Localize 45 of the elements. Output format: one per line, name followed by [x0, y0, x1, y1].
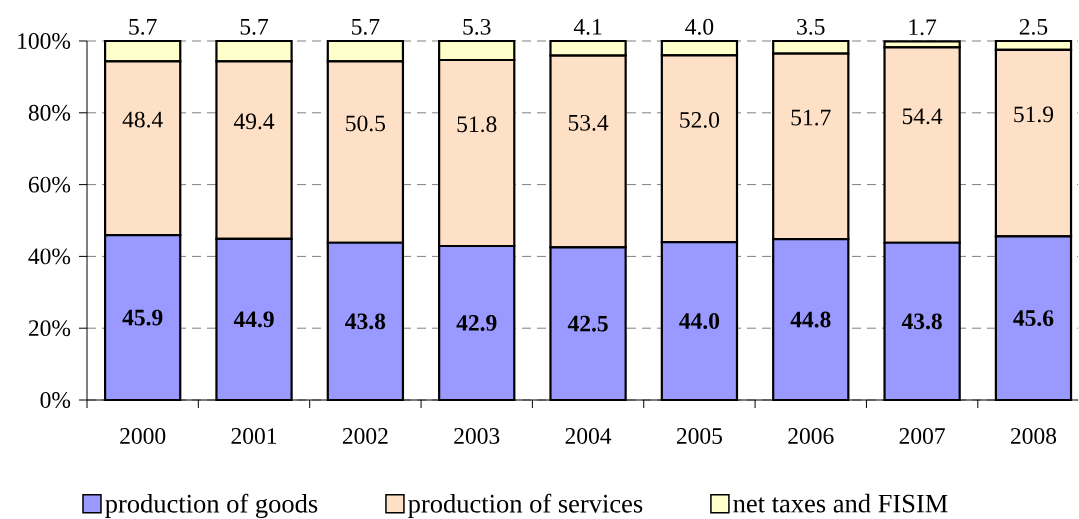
data-label: 5.7: [352, 19, 380, 35]
y-tick-label: 100%: [18, 33, 71, 49]
data-label: 51.9: [1014, 106, 1054, 123]
legend-label: net taxes and FISIM: [733, 493, 948, 513]
data-label: 44.9: [233, 311, 274, 328]
x-tick-label: 2006: [788, 428, 834, 444]
data-label: 53.4: [568, 114, 609, 131]
data-label: 52.0: [680, 112, 720, 128]
data-label: 45.6: [1013, 310, 1054, 327]
data-label: 51.7: [791, 109, 831, 126]
legend-label: production of goods: [105, 493, 318, 519]
data-label: 48.4: [122, 111, 163, 128]
y-tick-label: 60%: [28, 176, 71, 193]
x-tick-label: 2002: [342, 428, 388, 444]
data-label: 4.1: [573, 18, 602, 35]
data-label: 51.8: [457, 116, 497, 133]
legend-label: production of services: [408, 493, 643, 519]
data-label: 1.7: [909, 19, 937, 36]
data-label: 5.7: [129, 19, 157, 35]
data-label: 44.8: [790, 311, 831, 328]
x-tick-label: 2007: [899, 428, 945, 444]
data-label: 45.9: [122, 309, 163, 326]
data-label: 2.5: [1019, 18, 1048, 35]
data-label: 50.5: [346, 115, 386, 132]
data-label: 42.5: [567, 315, 608, 332]
data-label: 43.8: [901, 313, 942, 330]
x-tick-label: 2004: [565, 428, 612, 444]
data-label: 4.0: [685, 18, 714, 35]
y-tick-label: 40%: [28, 248, 71, 265]
data-label: 54.4: [902, 108, 943, 125]
data-label: 49.4: [233, 113, 275, 130]
x-tick-label: 2000: [120, 428, 166, 444]
data-label: 3.5: [797, 18, 825, 35]
data-label: 42.9: [456, 315, 497, 331]
y-tick-label: 20%: [28, 320, 71, 337]
y-tick-label: 80%: [28, 104, 71, 121]
y-tick-label: 0%: [40, 392, 71, 408]
x-tick-label: 2005: [676, 428, 722, 444]
data-label: 5.3: [463, 18, 491, 35]
data-label: 5.7: [240, 19, 269, 35]
data-label: 44.0: [679, 313, 720, 329]
x-tick-label: 2003: [454, 428, 500, 444]
data-label: 43.8: [345, 313, 386, 330]
x-tick-label: 2001: [231, 428, 277, 444]
x-tick-label: 2008: [1010, 428, 1057, 444]
